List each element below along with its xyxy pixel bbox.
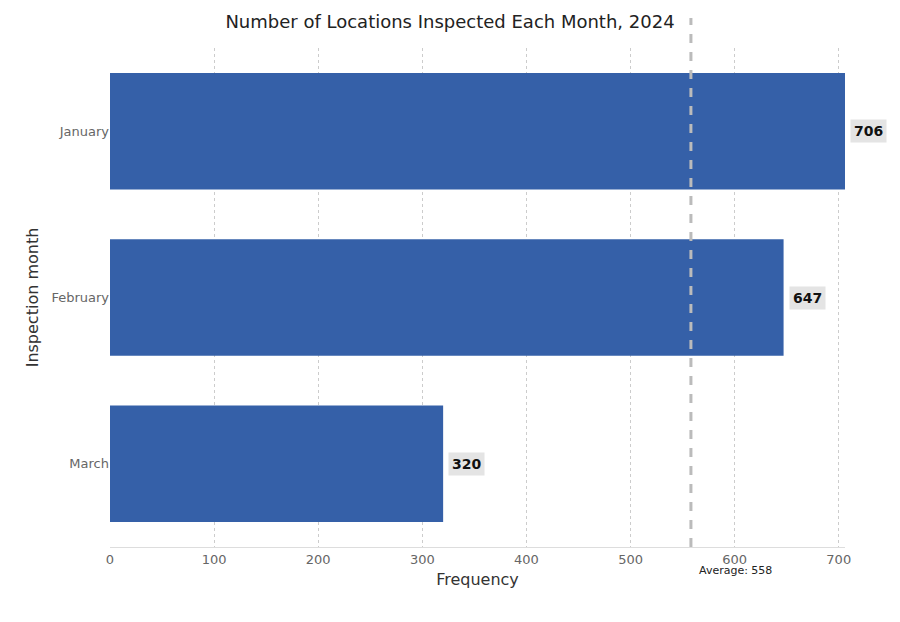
svg-text:300: 300 xyxy=(410,552,435,567)
svg-text:600: 600 xyxy=(722,552,747,567)
svg-text:400: 400 xyxy=(514,552,539,567)
svg-text:January: January xyxy=(59,124,110,139)
svg-text:100: 100 xyxy=(202,552,227,567)
svg-text:200: 200 xyxy=(306,552,331,567)
svg-text:0: 0 xyxy=(106,552,114,567)
svg-text:500: 500 xyxy=(618,552,643,567)
svg-text:320: 320 xyxy=(452,456,481,472)
svg-text:Number of Locations Inspected: Number of Locations Inspected Each Month… xyxy=(225,11,674,32)
svg-text:Frequency: Frequency xyxy=(436,570,519,589)
svg-text:Average: 558: Average: 558 xyxy=(699,564,772,577)
svg-text:February: February xyxy=(51,290,109,305)
svg-text:Inspection month: Inspection month xyxy=(23,228,42,368)
svg-text:700: 700 xyxy=(826,552,851,567)
svg-text:647: 647 xyxy=(793,290,822,306)
svg-text:March: March xyxy=(69,456,109,471)
svg-text:706: 706 xyxy=(854,123,883,139)
